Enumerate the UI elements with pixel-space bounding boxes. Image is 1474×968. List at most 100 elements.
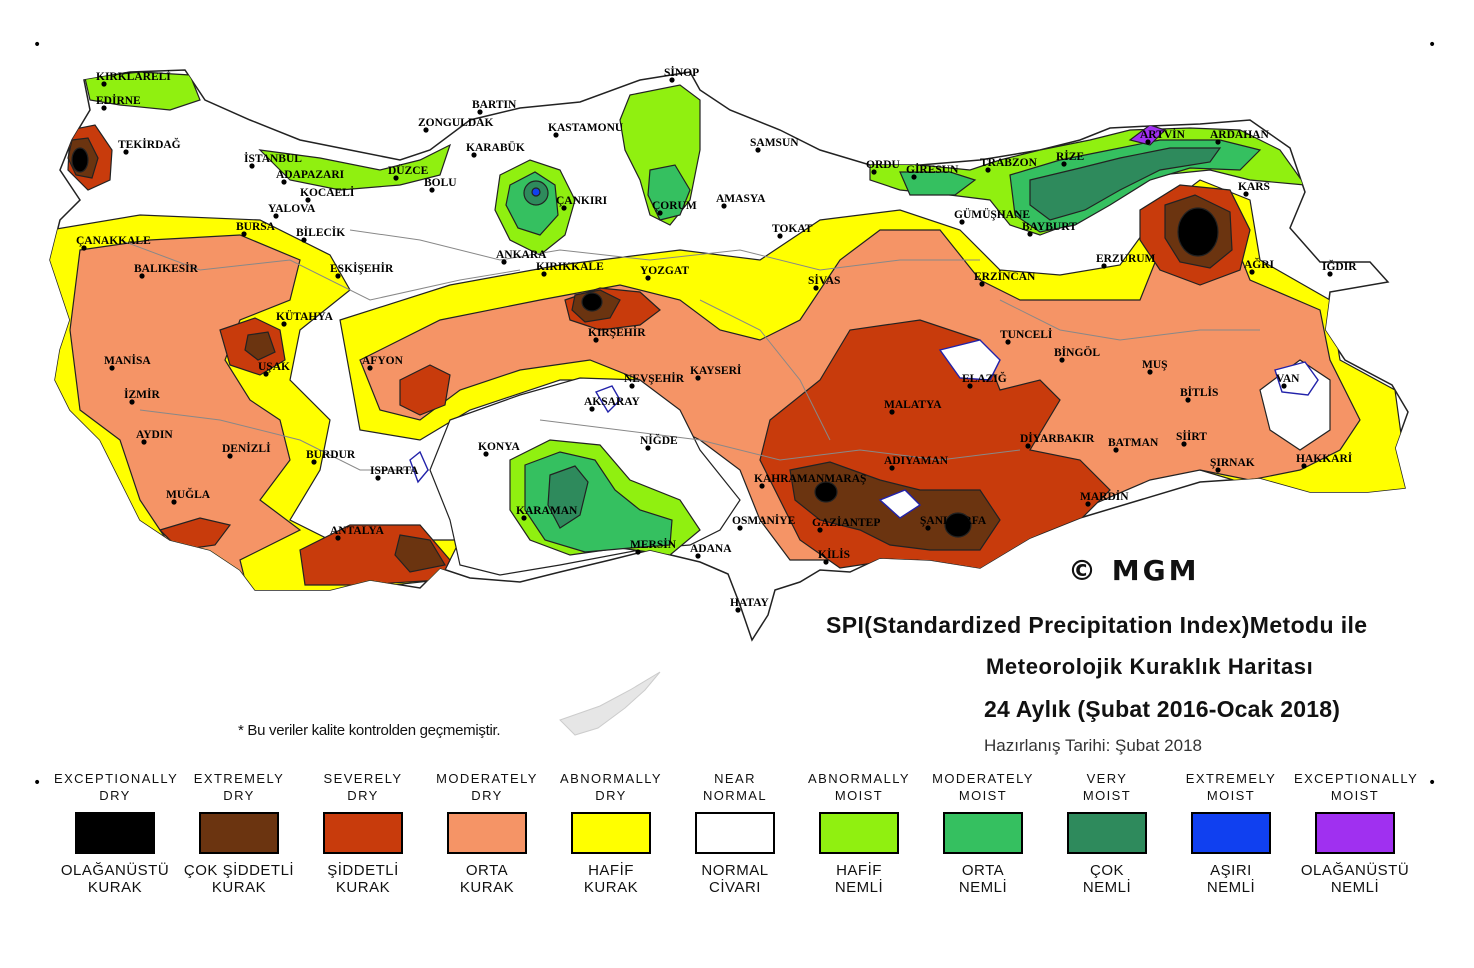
- city-label: BAYBURT: [1022, 221, 1077, 233]
- city-dot: [501, 259, 507, 265]
- city-label: ORDU: [866, 159, 901, 171]
- zone-very-moist-karaman: [547, 465, 589, 529]
- city-label: YOZGAT: [640, 265, 689, 277]
- city-label: DİYARBAKIR: [1020, 431, 1095, 445]
- legend-swatch: [323, 812, 403, 854]
- city-dot: [1301, 463, 1307, 469]
- city-dot: [123, 149, 129, 155]
- city-dot: [227, 453, 233, 459]
- zone-extremely-dry-kutahya: [244, 331, 276, 361]
- lake-keban: [938, 339, 1001, 381]
- legend-en-label: NEAR NORMAL: [702, 771, 768, 803]
- corner-mark-tr: •: [1428, 37, 1437, 53]
- city-label: EDİRNE: [96, 93, 141, 107]
- city-label: GİRESUN: [906, 162, 959, 176]
- city-label: KIRŞEHİR: [588, 325, 646, 339]
- city-dot: [101, 105, 107, 111]
- city-dot: [1027, 231, 1033, 237]
- zone-moderately-dry-west: [69, 234, 302, 602]
- lake-egirdir: [409, 450, 429, 484]
- city-label: ÇANAKKALE: [76, 235, 151, 247]
- city-dot: [755, 147, 761, 153]
- city-dot: [695, 553, 701, 559]
- city-dot: [281, 321, 287, 327]
- legend-tr-label: ŞİDDETLİ KURAK: [327, 862, 399, 896]
- city-label: HAKKARİ: [1296, 451, 1353, 465]
- city-label: BOLU: [424, 177, 457, 189]
- city-label: IĞDIR: [1322, 259, 1357, 273]
- legend-item: MODERATELY DRY ORTA KURAK: [426, 770, 548, 896]
- city-dot: [959, 219, 965, 225]
- zone-abnormally-moist-kirklareli: [84, 71, 201, 111]
- zone-severely-dry-afyon: [399, 364, 451, 416]
- city-label: VAN: [1276, 373, 1300, 385]
- legend-swatch: [695, 812, 775, 854]
- legend-swatch: [943, 812, 1023, 854]
- legend-en-label: EXTREMELY MOIST: [1185, 771, 1277, 803]
- corner-mark-tl: •: [33, 37, 42, 53]
- city-dot: [823, 559, 829, 565]
- boundaries: [119, 229, 1260, 471]
- zone-exceptionally-dry-tekirdag: [71, 147, 89, 173]
- quality-note: * Bu veriler kalite kontrolden geçmemişt…: [238, 722, 501, 739]
- city-dot: [813, 285, 819, 291]
- city-labels: KIRKLARELİ EDİRNE TEKİRDAĞ İSTANBUL SİNOP BAR…: [76, 65, 1357, 613]
- city-dot: [629, 383, 635, 389]
- legend-item: MODERATELY MOIST ORTA NEMLİ: [922, 770, 1044, 896]
- city-dot: [477, 109, 483, 115]
- city-dot: [1215, 139, 1221, 145]
- city-dot: [735, 607, 741, 613]
- city-label: AMASYA: [716, 193, 766, 205]
- city-dot: [889, 465, 895, 471]
- city-label: ARTVİN: [1140, 127, 1186, 141]
- city-label: ANKARA: [496, 249, 547, 261]
- city-dot: [1147, 369, 1153, 375]
- city-label: ESKİŞEHİR: [330, 261, 394, 275]
- zone-moderately-moist-corum: [647, 164, 691, 221]
- city-label: TUNCELİ: [1000, 327, 1053, 341]
- city-label: KAYSERİ: [690, 363, 742, 377]
- city-dot: [645, 275, 651, 281]
- legend-en-label: EXCEPTIONALLY MOIST: [1294, 771, 1419, 803]
- city-dot: [985, 167, 991, 173]
- city-label: KOCAELİ: [300, 185, 355, 199]
- city-dot: [737, 525, 743, 531]
- legend-en-label: ABNORMALLY MOIST: [808, 771, 910, 803]
- city-label: KARAMAN: [516, 505, 578, 517]
- zone-exceptionally-dry-erzurum: [1177, 207, 1219, 257]
- zone-extremely-moist-ankara: [531, 187, 541, 197]
- city-label: AYDIN: [136, 429, 173, 441]
- city-dot: [979, 281, 985, 287]
- city-dot: [1085, 501, 1091, 507]
- city-label: SİVAS: [808, 273, 840, 287]
- legend-swatch: [1315, 812, 1395, 854]
- city-dot: [589, 406, 595, 412]
- corner-mark-bl: •: [33, 775, 42, 791]
- city-dot: [759, 483, 765, 489]
- city-label: ERZURUM: [1096, 253, 1156, 265]
- city-label: SAMSUN: [750, 137, 799, 149]
- city-dot: [967, 383, 973, 389]
- legend-en-label: MODERATELY MOIST: [932, 771, 1034, 803]
- city-dot: [1249, 269, 1255, 275]
- city-dot: [171, 499, 177, 505]
- city-dot: [721, 203, 727, 209]
- city-dot: [273, 213, 279, 219]
- city-dot: [1145, 139, 1151, 145]
- city-label: GAZİANTEP: [812, 515, 880, 529]
- city-label: AĞRI: [1244, 257, 1275, 271]
- city-label: ADANA: [690, 543, 732, 555]
- city-label: KIRIKKALE: [536, 261, 604, 273]
- legend-swatch: [1191, 812, 1271, 854]
- city-label: BURDUR: [306, 449, 356, 461]
- city-dot: [541, 271, 547, 277]
- title-line-1: SPI(Standardized Precipitation Index)Met…: [826, 612, 1368, 638]
- zone-extremely-dry-antalya: [394, 534, 446, 573]
- city-label: BARTIN: [472, 99, 517, 111]
- city-label: KIRKLARELİ: [96, 69, 171, 83]
- city-dot: [281, 179, 287, 185]
- lakes: [409, 339, 1319, 519]
- city-label: BATMAN: [1108, 437, 1159, 449]
- city-label: HATAY: [730, 597, 769, 609]
- city-dot: [263, 371, 269, 377]
